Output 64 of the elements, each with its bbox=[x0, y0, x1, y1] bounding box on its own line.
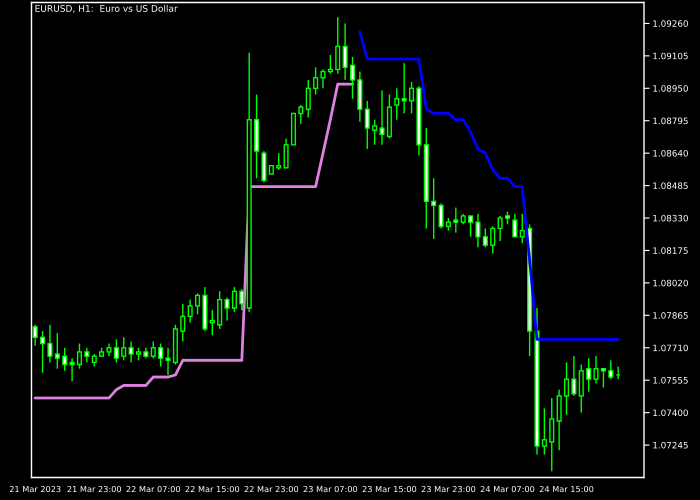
y-tick-label: 1.07710 bbox=[653, 344, 688, 352]
candlestick bbox=[431, 178, 436, 240]
y-tick-label: 1.08640 bbox=[653, 150, 688, 157]
candlestick bbox=[180, 303, 186, 342]
candlestick bbox=[54, 332, 60, 370]
line-series bbox=[358, 30, 620, 341]
chart-title: EURUSD, H1: Euro vs US Dollar bbox=[35, 4, 178, 13]
x-tick-label: 22 Mar 07:00 bbox=[126, 486, 180, 492]
candlestick bbox=[586, 358, 592, 392]
y-tick-label: 1.07400 bbox=[653, 409, 688, 416]
candlestick bbox=[379, 90, 385, 146]
y-tick-label: 1.09105 bbox=[653, 52, 688, 60]
candlestick bbox=[62, 347, 68, 372]
candlestick bbox=[114, 338, 119, 364]
candlestick bbox=[254, 94, 260, 179]
y-tick-label: 1.07555 bbox=[653, 377, 688, 384]
candlestick bbox=[84, 347, 90, 364]
candlestick bbox=[446, 217, 451, 232]
y-tick-label: 1.07245 bbox=[653, 442, 688, 449]
y-tick-label: 1.08020 bbox=[653, 280, 688, 286]
candlestick bbox=[313, 66, 318, 96]
candlestick bbox=[121, 336, 126, 362]
y-tick-label: 1.08795 bbox=[653, 118, 688, 124]
candlestick bbox=[217, 290, 222, 330]
candlestick bbox=[542, 408, 547, 456]
x-tick-label: 23 Mar 07:00 bbox=[304, 486, 358, 492]
candlestick bbox=[246, 52, 252, 313]
x-tick-label: 23 Mar 15:00 bbox=[362, 486, 416, 492]
candlestick bbox=[357, 70, 362, 122]
candlestick bbox=[188, 298, 193, 324]
y-tick-label: 1.08950 bbox=[653, 85, 688, 92]
candlestick bbox=[578, 364, 584, 414]
candlestick bbox=[128, 340, 134, 364]
candlestick bbox=[556, 388, 562, 451]
candlestick bbox=[165, 347, 171, 376]
x-tick-label: 21 Mar 23:00 bbox=[67, 486, 122, 492]
candlestick bbox=[453, 206, 458, 234]
candlestick bbox=[364, 100, 370, 150]
x-tick-label: 24 Mar 07:00 bbox=[480, 486, 534, 492]
candlestick bbox=[372, 118, 378, 146]
candlestick bbox=[520, 213, 525, 244]
candlestick bbox=[424, 127, 429, 230]
candlestick bbox=[210, 309, 215, 336]
candlestick bbox=[158, 342, 164, 368]
candlestick bbox=[335, 16, 340, 74]
x-tick-label: 23 Mar 23:00 bbox=[422, 486, 476, 492]
x-tick-label: 21 Mar 2023 bbox=[10, 486, 61, 492]
y-tick-label: 1.09260 bbox=[653, 20, 688, 27]
x-tick-label: 24 Mar 15:00 bbox=[540, 486, 594, 492]
candlestick bbox=[549, 397, 554, 472]
candlestick bbox=[232, 286, 237, 313]
candlestick bbox=[564, 362, 570, 416]
candlestick bbox=[70, 358, 75, 382]
candlestick bbox=[342, 22, 348, 81]
candlestick bbox=[40, 330, 46, 374]
candlestick bbox=[306, 79, 311, 118]
y-tick-label: 1.08485 bbox=[653, 182, 688, 190]
x-tick-label: 22 Mar 23:00 bbox=[244, 486, 298, 492]
y-tick-label: 1.08330 bbox=[653, 214, 688, 222]
y-tick-label: 1.08175 bbox=[653, 247, 688, 254]
y-tick-label: 1.07865 bbox=[653, 312, 688, 319]
x-tick-label: 22 Mar 15:00 bbox=[186, 486, 240, 492]
candlestick bbox=[402, 62, 407, 114]
candlestick bbox=[394, 88, 400, 120]
